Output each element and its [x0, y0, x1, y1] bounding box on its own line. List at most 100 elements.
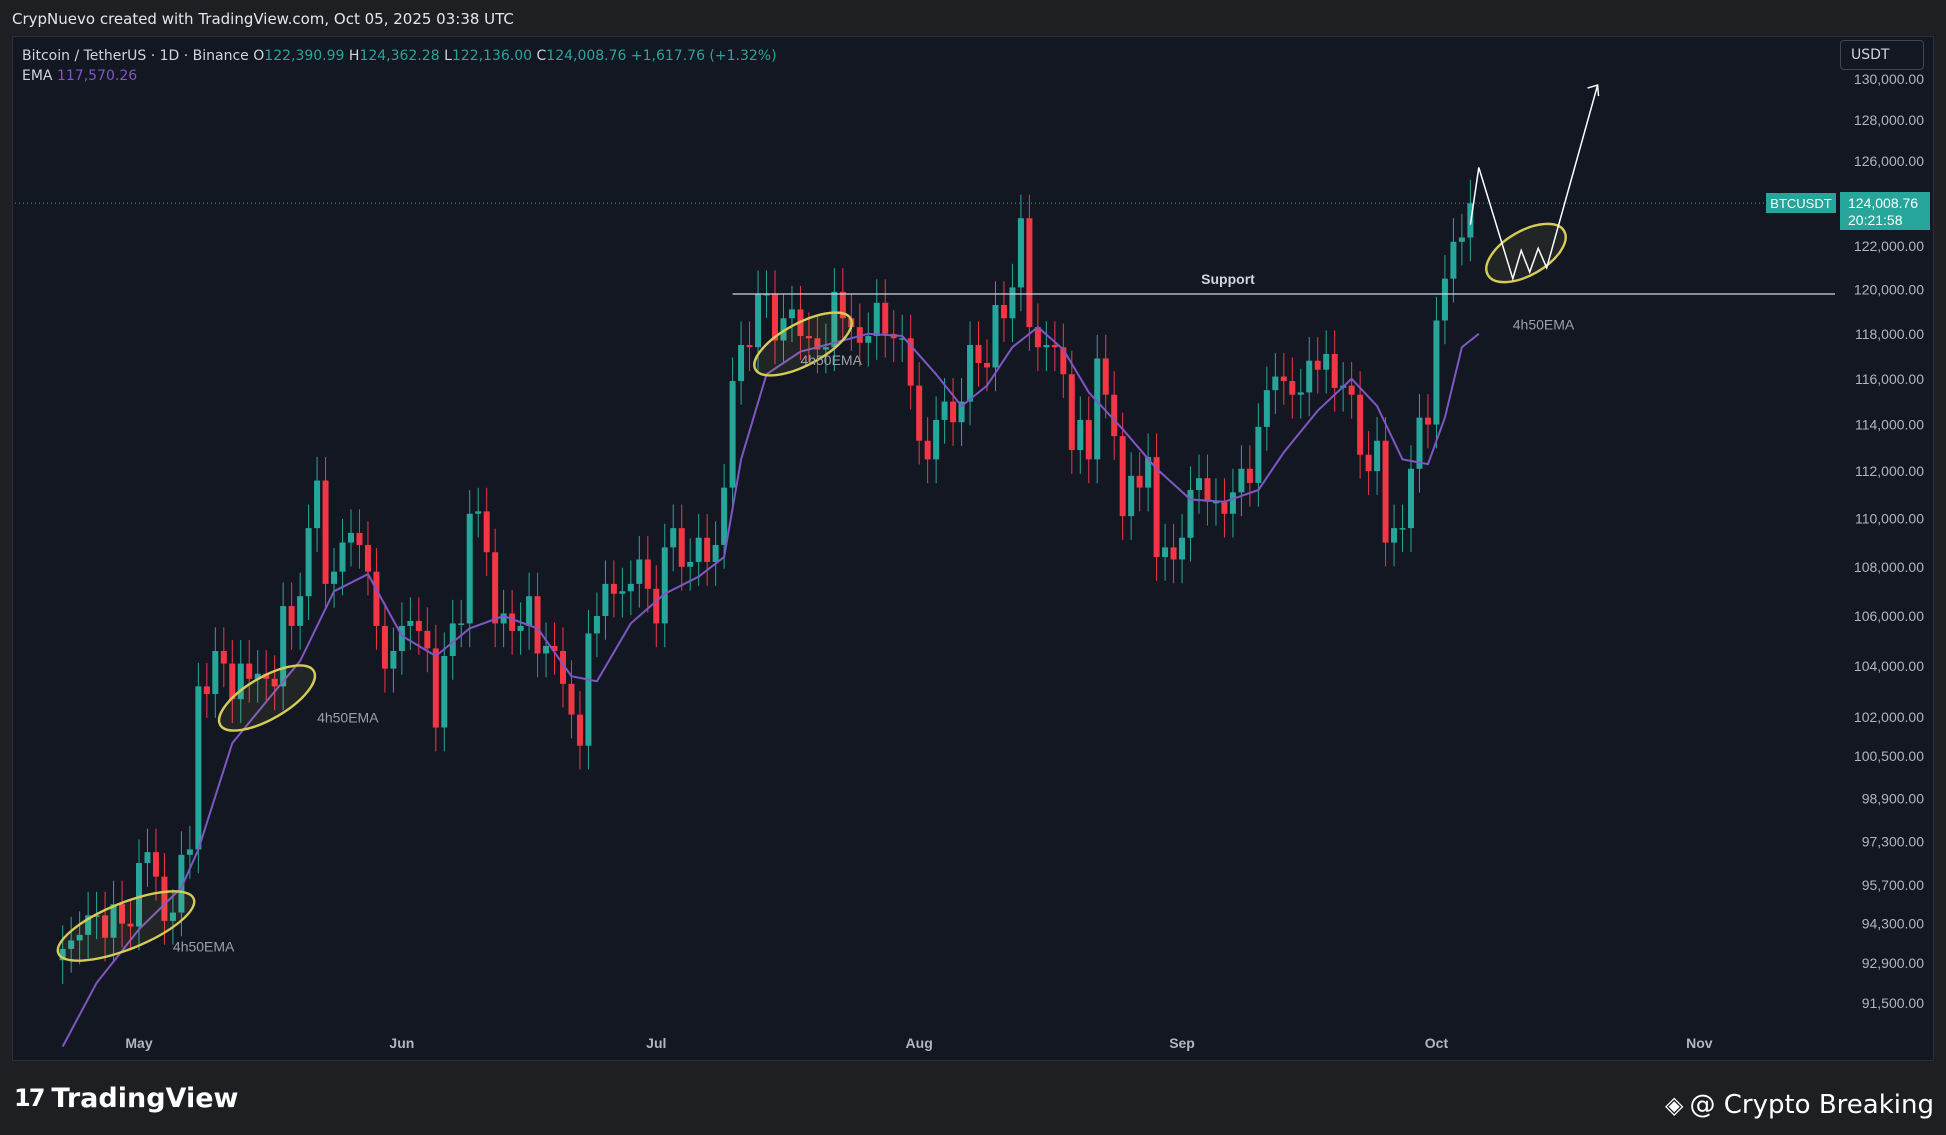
symbol-tag-bg: [1766, 193, 1836, 213]
candle-body: [602, 583, 609, 616]
y-tick-label: 120,000.00: [1854, 282, 1924, 298]
y-tick-label: 128,000.00: [1854, 112, 1924, 128]
candle-body: [992, 304, 999, 368]
candle-body: [424, 630, 431, 649]
candle-body: [466, 513, 473, 624]
symbol-tag-text: BTCUSDT: [1770, 196, 1831, 211]
diamond-logo-icon: ◈: [1665, 1091, 1684, 1119]
chart-legend: Bitcoin / TetherUS · 1D · Binance O122,3…: [22, 46, 777, 86]
candle-body: [169, 912, 176, 921]
x-tick-label: May: [125, 1035, 152, 1051]
candle-body: [246, 663, 253, 679]
candle-body: [593, 615, 600, 634]
candles-layer: [59, 179, 1474, 985]
footer-bar: [0, 1061, 1946, 1135]
candle-body: [1348, 385, 1355, 395]
candle-body: [1187, 489, 1194, 538]
legend-symbol[interactable]: Bitcoin / TetherUS · 1D · Binance: [22, 48, 249, 64]
candle-body: [1102, 358, 1109, 395]
candle-body: [661, 547, 668, 624]
candle-body: [305, 528, 312, 597]
tradingview-mark-icon: 17: [14, 1084, 45, 1112]
candle-body: [93, 915, 100, 917]
candle-body: [1136, 475, 1143, 488]
candle-body: [449, 623, 456, 656]
x-tick-label: Sep: [1169, 1035, 1195, 1051]
legend-open-label: O: [253, 48, 265, 64]
candle-body: [738, 344, 745, 382]
candle-body: [1077, 419, 1084, 451]
candle-body: [585, 633, 592, 746]
chart-pane[interactable]: [12, 36, 1934, 1061]
y-tick-label: 112,000.00: [1855, 463, 1924, 479]
legend-ema-label[interactable]: EMA: [22, 68, 53, 84]
legend-low-label: L: [444, 48, 452, 64]
candle-body: [560, 650, 566, 684]
candle-body: [958, 401, 965, 423]
price-tag-bg: [1840, 192, 1930, 230]
candle-body: [1433, 320, 1440, 425]
candle-body: [1111, 394, 1118, 437]
candle-body: [695, 537, 702, 562]
x-tick-label: Aug: [906, 1035, 933, 1051]
candle-body: [831, 291, 838, 348]
candle-body: [390, 650, 397, 669]
candle-body: [1374, 440, 1381, 472]
candle-body: [1255, 426, 1262, 483]
candle-body: [280, 606, 287, 687]
candle-body: [364, 544, 371, 572]
candle-body: [1094, 358, 1101, 460]
candle-body: [475, 511, 482, 514]
annotation-ellipse: [56, 890, 196, 962]
candle-body: [788, 309, 795, 319]
candle-body: [288, 606, 295, 626]
candle-body: [1000, 304, 1007, 319]
candle-body: [704, 537, 711, 562]
y-tick-label: 116,000.00: [1855, 371, 1924, 387]
candle-body: [1323, 353, 1330, 370]
candle-body: [1026, 218, 1033, 328]
candle-body: [551, 645, 558, 651]
candle-body: [526, 596, 533, 626]
price-tag-countdown: 20:21:58: [1848, 212, 1903, 228]
candle-body: [373, 571, 380, 626]
tradingview-logo[interactable]: 17 TradingView: [14, 1083, 238, 1114]
chart-svg[interactable]: Support 4h50EMA 4h50EMA 4h50EMA 4h50EMA 130,…: [0, 0, 1946, 1061]
y-tick-label: 91,500.00: [1862, 995, 1924, 1011]
currency-button[interactable]: USDT: [1840, 40, 1924, 70]
candle-body: [432, 648, 439, 728]
y-tick-label: 104,000.00: [1854, 658, 1924, 674]
projection-arrowhead-icon: [1587, 84, 1600, 97]
x-tick-label: Oct: [1425, 1035, 1449, 1051]
y-tick-label: 95,700.00: [1862, 877, 1924, 893]
candle-body: [975, 344, 982, 363]
candle-body: [1034, 327, 1041, 348]
y-tick-label: 98,900.00: [1862, 790, 1924, 806]
author-credit: CrypNuevo created with TradingView.com, …: [12, 10, 514, 28]
candle-body: [984, 362, 990, 368]
candle-body: [687, 561, 694, 567]
ema-annotation-label: 4h50EMA: [1513, 316, 1575, 332]
candle-body: [1246, 468, 1253, 483]
y-tick-label: 100,500.00: [1854, 748, 1924, 764]
candle-body: [882, 302, 889, 334]
y-tick-label: 110,000.00: [1855, 511, 1924, 527]
candle-body: [1450, 241, 1457, 279]
annotation-ellipse: [753, 311, 853, 377]
y-tick-label: 114,000.00: [1855, 417, 1924, 433]
legend-open-value: 122,390.99: [264, 48, 345, 64]
candle-body: [636, 559, 643, 584]
candle-body: [144, 852, 151, 864]
candle-body: [229, 663, 236, 700]
candle-body: [1458, 237, 1465, 242]
candle-body: [610, 583, 617, 594]
candle-body: [543, 645, 550, 654]
candle-body: [856, 327, 863, 343]
candle-body: [814, 338, 821, 350]
candle-body: [1391, 528, 1398, 543]
y-tick-label: 126,000.00: [1854, 153, 1924, 169]
x-tick-label: Nov: [1686, 1035, 1713, 1051]
candle-body: [729, 381, 736, 488]
candle-body: [254, 673, 261, 679]
candle-body: [85, 915, 92, 935]
